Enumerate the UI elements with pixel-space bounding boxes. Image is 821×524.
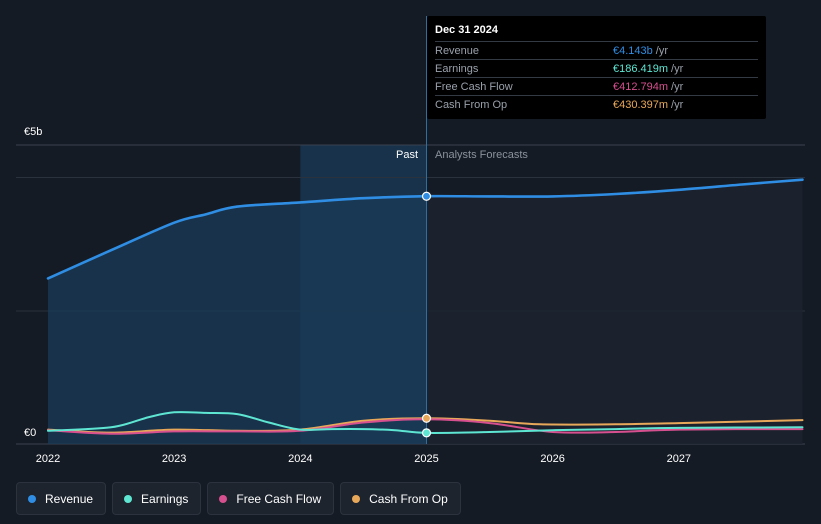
tooltip-unit: /yr [671, 98, 684, 111]
cash-from-op-line [47, 417, 804, 434]
tooltip-series-value: €186.419m [613, 62, 669, 75]
legend-item-earnings[interactable]: Earnings [112, 482, 202, 515]
legend-dot-icon [124, 494, 133, 503]
tooltip-row: Revenue €4.143b/yr [435, 41, 758, 59]
legend-dot-icon [219, 494, 228, 503]
tooltip-date: Dec 31 2024 [435, 24, 498, 36]
legend-label: Cash From Op [369, 491, 448, 506]
tooltip-series-name: Earnings [435, 62, 479, 75]
revenue-point [421, 191, 432, 201]
forecast-label: Analysts Forecasts [435, 149, 528, 161]
legend-item-cash-from-op[interactable]: Cash From Op [340, 482, 461, 515]
past-label: Past [396, 149, 419, 161]
legend-item-revenue[interactable]: Revenue [16, 482, 107, 515]
legend-label: Earnings [141, 491, 189, 506]
legend-label: Revenue [45, 491, 94, 506]
y-axis-min-label: €0 [24, 427, 37, 439]
legend-dot-icon [28, 494, 36, 503]
x-tick-label: 2027 [667, 453, 691, 465]
tooltip-row: Earnings €186.419m/yr [435, 59, 758, 77]
x-tick-label: 2023 [162, 453, 186, 465]
x-tick-label: 2024 [288, 453, 312, 465]
tooltip-series-value: €4.143b [613, 44, 653, 57]
chart-plot-area: 2022 2023 2024 2025 2026 2027 [16, 16, 805, 465]
x-tick-label: 2025 [414, 453, 438, 465]
tooltip-unit: /yr [655, 44, 668, 57]
chart-legend: Revenue Earnings Free Cash Flow Cash From O… [16, 482, 461, 515]
tooltip-series-value: €430.397m [613, 98, 669, 111]
earnings-point [421, 428, 432, 438]
legend-label: Free Cash Flow [236, 491, 322, 506]
tooltip-unit: /yr [671, 80, 684, 93]
tooltip-row: Free Cash Flow €412.794m/yr [435, 77, 758, 95]
legend-dot-icon [352, 494, 361, 503]
x-tick-label: 2022 [36, 453, 60, 465]
earnings-line [47, 411, 804, 434]
tooltip-series-value: €412.794m [613, 80, 669, 93]
tooltip-row: Cash From Op €430.397m/yr [435, 95, 758, 113]
tooltip-unit: /yr [671, 62, 684, 75]
legend-item-free-cash-flow[interactable]: Free Cash Flow [207, 482, 335, 515]
x-tick-label: 2026 [540, 453, 564, 465]
revenue-forecast-area [426, 179, 803, 444]
y-axis-max-label: €5b [24, 126, 43, 138]
revenue-line [46, 178, 804, 280]
tooltip-series-name: Cash From Op [435, 98, 508, 111]
cash-from-op-point [421, 413, 432, 423]
tooltip-series-name: Free Cash Flow [435, 80, 513, 93]
data-tooltip: Dec 31 2024 Revenue €4.143b/yr Earnings €18… [427, 16, 766, 119]
revenue-area [48, 196, 427, 444]
tooltip-series-name: Revenue [435, 44, 480, 57]
free-cash-flow-line [47, 418, 804, 435]
